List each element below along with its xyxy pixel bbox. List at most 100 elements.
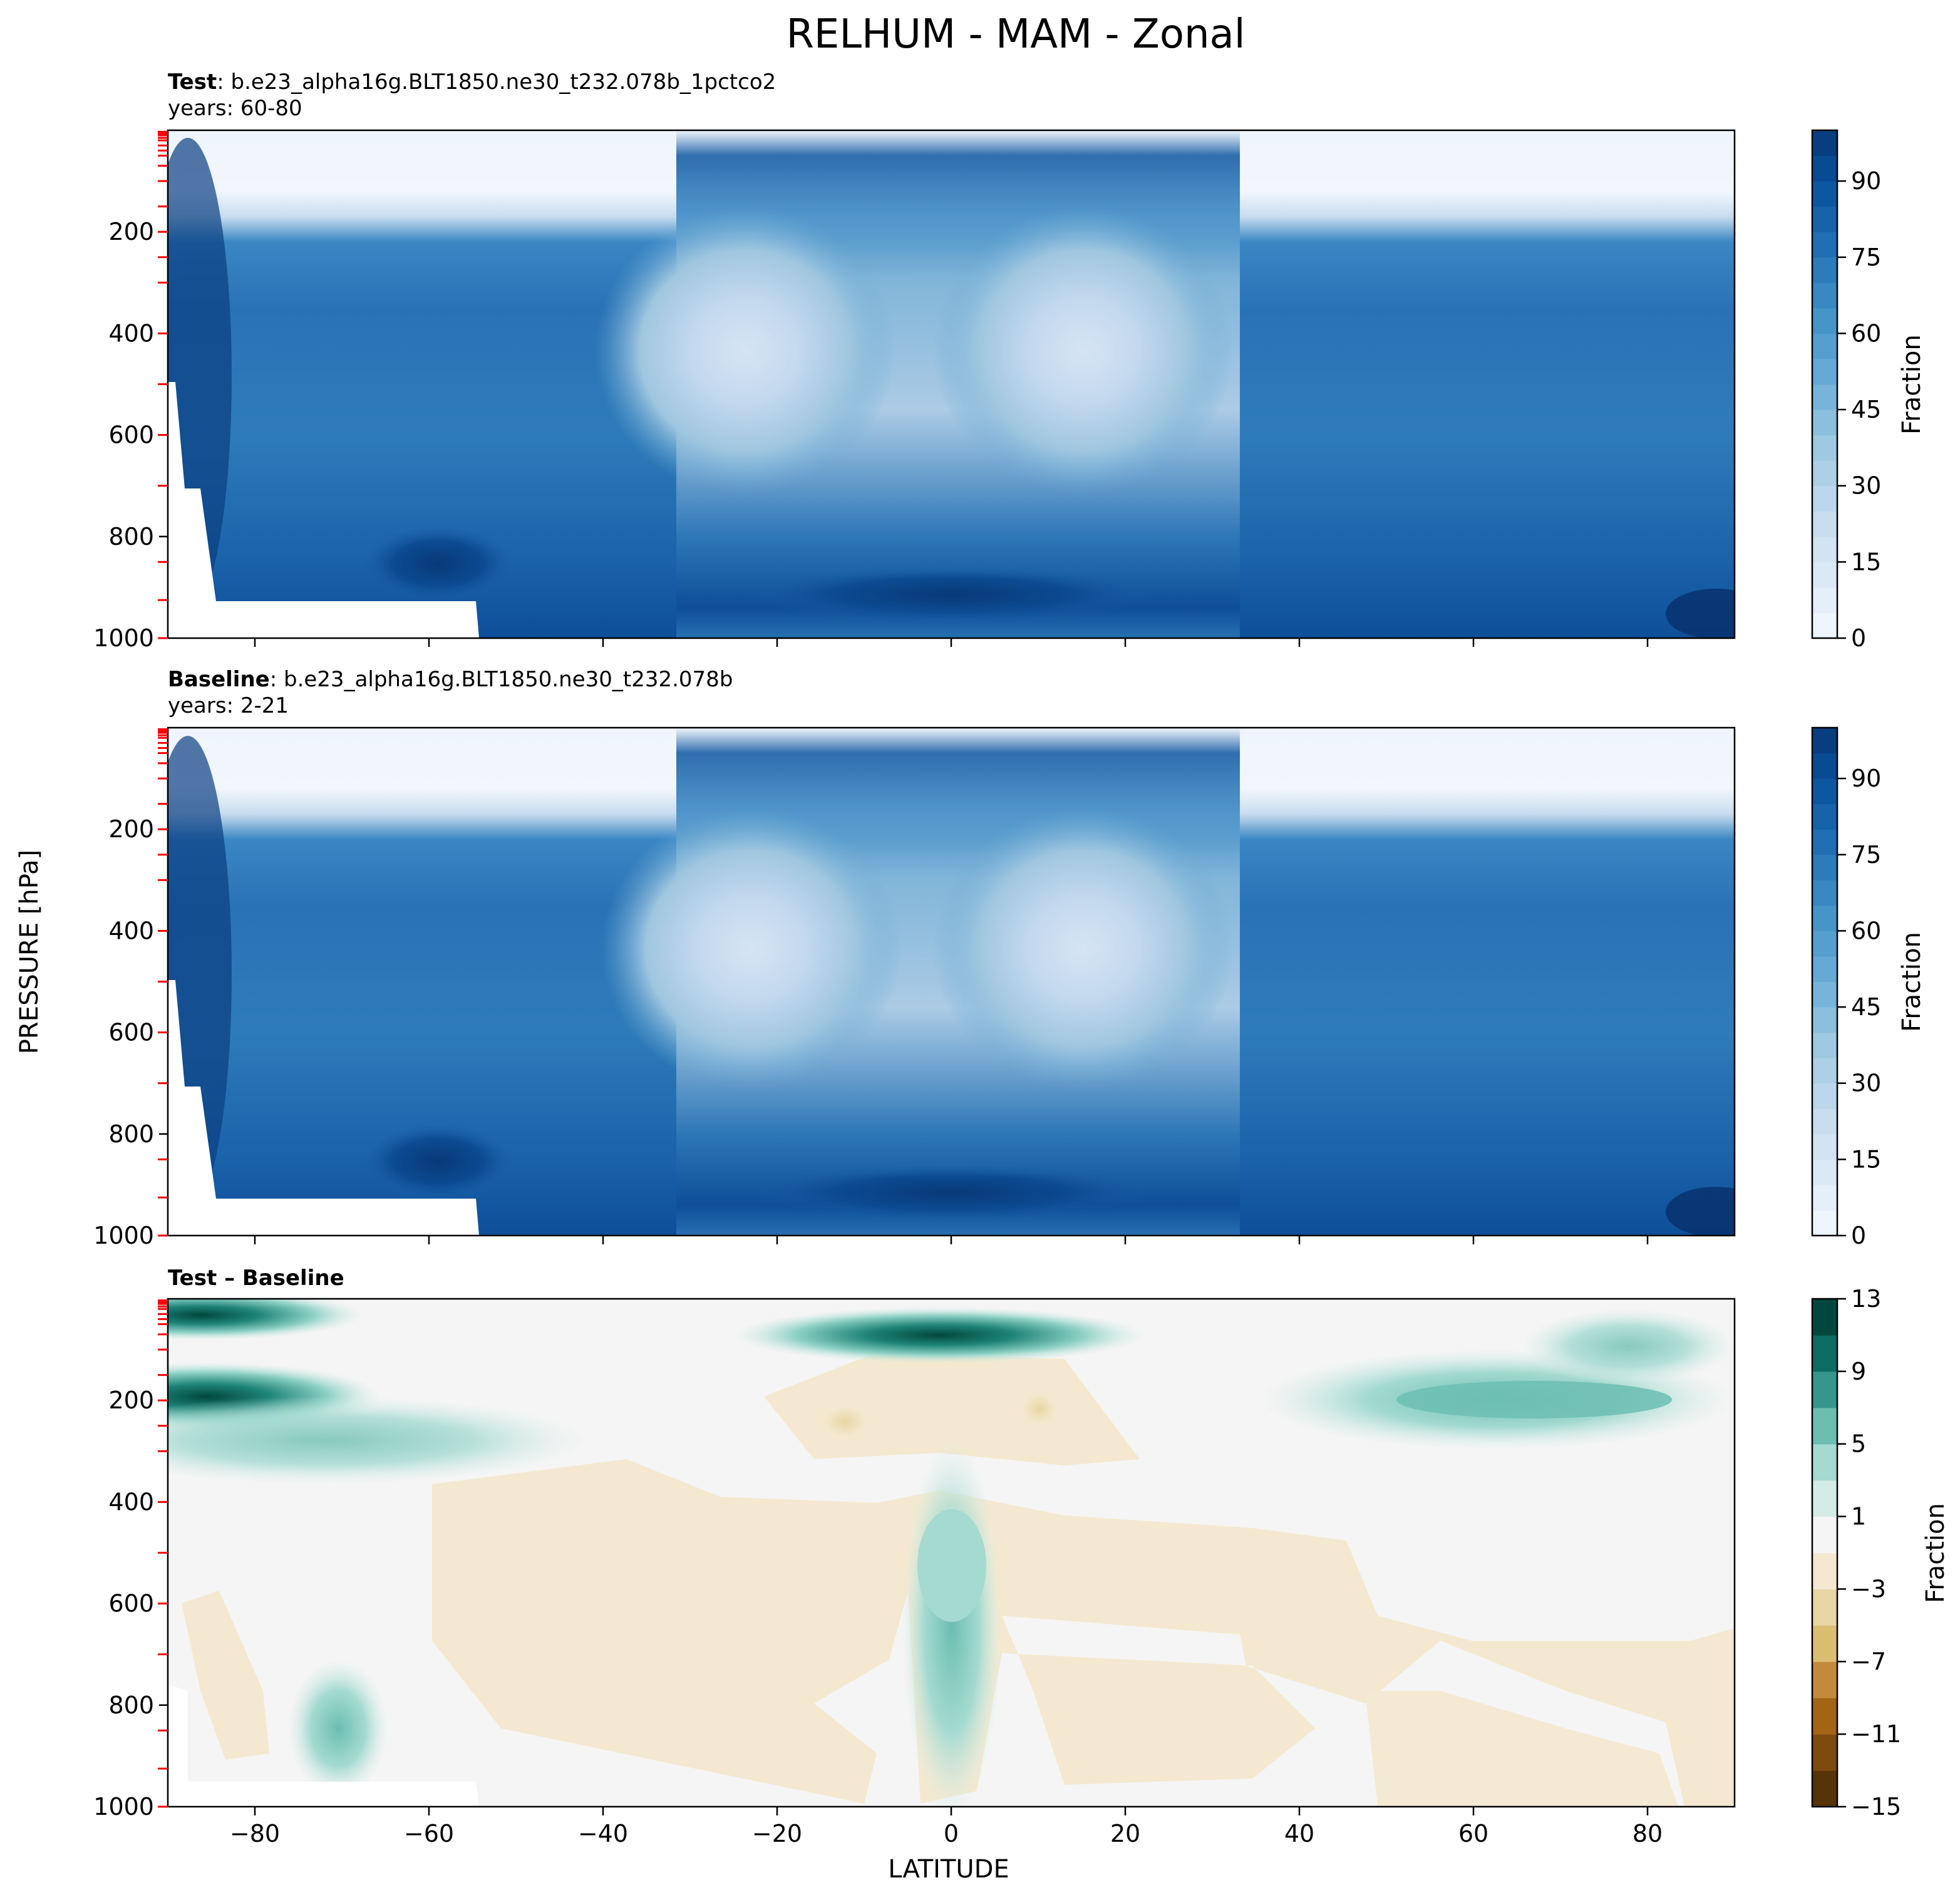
colorbar-tick-label: 1: [1851, 1503, 1866, 1531]
colorbar-level: [1812, 1661, 1837, 1698]
colorbar-level: [1812, 1210, 1837, 1236]
colorbar-level: [1812, 1516, 1837, 1554]
colorbar-level: [1812, 1335, 1837, 1372]
colorbar-tick-label: 30: [1851, 472, 1881, 500]
panel-difference-x-ticks: −80 −60 −40 −20 0 20 40 60 80: [230, 1807, 1663, 1847]
colorbar-tick-label: 90: [1851, 765, 1881, 792]
colorbar-level: [1812, 803, 1837, 830]
colorbar-level: [1812, 282, 1837, 309]
x-tick-label: −40: [578, 1820, 628, 1847]
colorbar-tick-label: 15: [1851, 1145, 1881, 1173]
colorbar-level: [1812, 778, 1837, 805]
colorbar-tick-label: −7: [1851, 1648, 1886, 1675]
colorbar-tick-label: 45: [1851, 396, 1881, 423]
colorbar-level: [1812, 1184, 1837, 1211]
colorbar-level: [1812, 931, 1837, 957]
colorbar-level: [1812, 587, 1837, 614]
panel-difference-colorbar: −15 −11 −7 −3 1 5 9 13: [1811, 1285, 1901, 1820]
colorbar-level: [1812, 981, 1837, 1008]
panel-baseline-title-rest: : b.e23_alpha16g.BLT1850.ne30_t232.078b: [270, 667, 733, 692]
x-tick-label: −20: [752, 1820, 802, 1847]
colorbar-level: [1812, 511, 1837, 537]
panel-test-y-ticks: 200 400 600 800 1000: [93, 218, 168, 652]
colorbar-level: [1812, 612, 1837, 639]
colorbar-level: [1812, 905, 1837, 931]
colorbar-level: [1812, 1625, 1837, 1662]
colorbar-level: [1812, 410, 1837, 436]
y-tick-label: 1000: [93, 624, 154, 652]
colorbar-level: [1812, 384, 1837, 410]
colorbar-level: [1812, 307, 1837, 334]
panel-baseline-x-ticks: [254, 1236, 1649, 1244]
colorbar-tick-label: 75: [1851, 841, 1881, 869]
colorbar-level: [1812, 485, 1837, 512]
colorbar-level: [1812, 257, 1837, 283]
colorbar-level: [1812, 1108, 1837, 1135]
colorbar-tick-label: 5: [1851, 1430, 1866, 1458]
y-tick-label: 400: [108, 917, 154, 944]
colorbar-tick-label: 90: [1851, 167, 1881, 195]
colorbar-frame: [1811, 1298, 1839, 1808]
y-tick-label: 800: [108, 1120, 154, 1148]
colorbar-level: [1812, 1371, 1837, 1408]
colorbar-tick-label: 0: [1851, 624, 1866, 652]
colorbar-level: [1812, 130, 1837, 157]
colorbar-level: [1812, 358, 1837, 385]
panel-baseline-colorbar-label: Fraction: [1897, 932, 1926, 1032]
y-tick-label: 200: [108, 218, 154, 245]
panel-baseline-subtitle: years: 2-21: [168, 693, 289, 718]
panel-test-colorbar-label: Fraction: [1897, 334, 1926, 435]
colorbar-level: [1812, 1443, 1837, 1481]
y-tick-label: 200: [108, 815, 154, 843]
x-tick-label: −80: [230, 1820, 280, 1847]
panel-difference-level-markers: [158, 1299, 168, 1808]
colorbar-level: [1812, 562, 1837, 588]
colorbar-frame: [1811, 726, 1839, 1237]
colorbar-frame: [1811, 129, 1839, 639]
colorbar-tick-label: 45: [1851, 993, 1881, 1021]
y-tick-label: 600: [108, 421, 154, 449]
y-tick-label: 1000: [93, 1222, 154, 1249]
x-tick-label: 0: [944, 1820, 959, 1847]
colorbar-level: [1812, 1299, 1837, 1336]
colorbar-level: [1812, 1734, 1837, 1771]
colorbar-level: [1812, 1083, 1837, 1109]
y-tick-label: 600: [108, 1019, 154, 1046]
colorbar-tick-label: 75: [1851, 244, 1881, 271]
panel-baseline-level-markers: [158, 728, 168, 1237]
panel-difference-field: [168, 1299, 1735, 1807]
colorbar-level: [1812, 1589, 1837, 1626]
colorbar-level: [1812, 1480, 1837, 1517]
x-tick-label: 20: [1110, 1820, 1140, 1847]
colorbar-tick-label: −11: [1851, 1720, 1901, 1748]
colorbar-tick-label: −3: [1851, 1575, 1886, 1603]
y-tick-label: 800: [108, 523, 154, 550]
panel-baseline-field: [168, 728, 1735, 1236]
panel-baseline-colorbar: 0 15 30 45 60 75 90: [1811, 726, 1881, 1249]
y-tick-label: 200: [108, 1386, 154, 1414]
panel-baseline-title-bold: Baseline: [168, 667, 270, 692]
panel-test-level-markers: [158, 130, 168, 639]
x-tick-label: −60: [404, 1820, 454, 1847]
colorbar-level: [1812, 1133, 1837, 1160]
x-tick-label: 80: [1632, 1820, 1663, 1847]
y-tick-label: 600: [108, 1590, 154, 1618]
panel-test: Test: b.e23_alpha16g.BLT1850.ne30_t232.0…: [93, 70, 1926, 652]
panel-test-field: [168, 130, 1735, 638]
y-tick-label: 1000: [93, 1793, 154, 1820]
colorbar-level: [1812, 181, 1837, 207]
colorbar-level: [1812, 232, 1837, 258]
colorbar-level: [1812, 1007, 1837, 1033]
x-tick-label: 60: [1458, 1820, 1488, 1847]
colorbar-level: [1812, 206, 1837, 232]
colorbar-level: [1812, 460, 1837, 487]
colorbar-level: [1812, 333, 1837, 359]
colorbar-tick-label: 60: [1851, 319, 1881, 347]
colorbar-level: [1812, 435, 1837, 461]
colorbar-level: [1812, 829, 1837, 855]
panel-difference-y-ticks: 200 400 600 800 1000: [93, 1386, 168, 1820]
y-tick-label: 400: [108, 1488, 154, 1515]
colorbar-level: [1812, 1698, 1837, 1735]
